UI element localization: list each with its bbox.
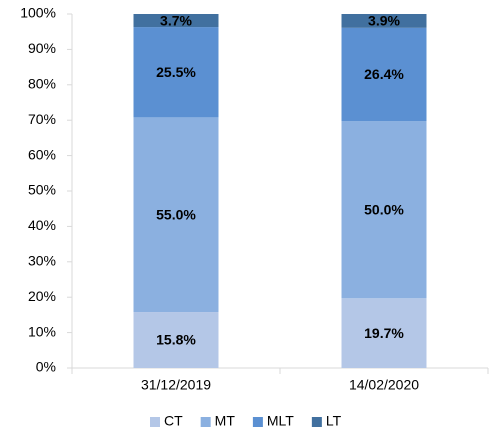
y-tick-label: 40% xyxy=(28,217,56,233)
data-label: 19.7% xyxy=(364,325,404,341)
legend-label: LT xyxy=(326,413,342,429)
legend-swatch xyxy=(311,417,322,427)
data-label: 15.8% xyxy=(156,332,196,348)
legend-swatch xyxy=(150,417,160,427)
x-tick-label: 31/12/2019 xyxy=(141,377,211,393)
x-tick-label: 14/02/2020 xyxy=(349,377,419,393)
data-label: 3.7% xyxy=(160,12,192,28)
data-label: 50.0% xyxy=(364,201,404,217)
y-tick-label: 10% xyxy=(28,323,56,339)
bar-segment xyxy=(133,117,219,313)
bar-segment xyxy=(341,14,427,28)
bar-segment xyxy=(341,121,427,299)
legend-label: MLT xyxy=(267,413,294,429)
y-tick-label: 20% xyxy=(28,288,56,304)
data-label: 26.4% xyxy=(364,66,404,82)
legend-label: MT xyxy=(215,413,236,429)
legend-swatch xyxy=(252,417,263,427)
y-tick-label: 80% xyxy=(28,76,56,92)
data-label: 55.0% xyxy=(156,206,196,222)
y-tick-label: 70% xyxy=(28,111,56,127)
legend-swatch xyxy=(200,417,211,427)
y-tick-label: 60% xyxy=(28,146,56,162)
data-label: 3.9% xyxy=(368,13,400,29)
bar-segment xyxy=(341,298,427,368)
y-tick-label: 90% xyxy=(28,40,56,56)
bar-segment xyxy=(133,27,219,118)
bar-segment xyxy=(341,27,427,122)
data-label: 25.5% xyxy=(156,64,196,80)
y-tick-label: 50% xyxy=(28,182,56,198)
y-tick-label: 0% xyxy=(36,359,56,375)
y-tick-label: 100% xyxy=(20,5,56,21)
bar-segment xyxy=(133,312,219,368)
legend-label: CT xyxy=(164,413,183,429)
y-tick-label: 30% xyxy=(28,253,56,269)
bar-segment xyxy=(133,14,219,28)
